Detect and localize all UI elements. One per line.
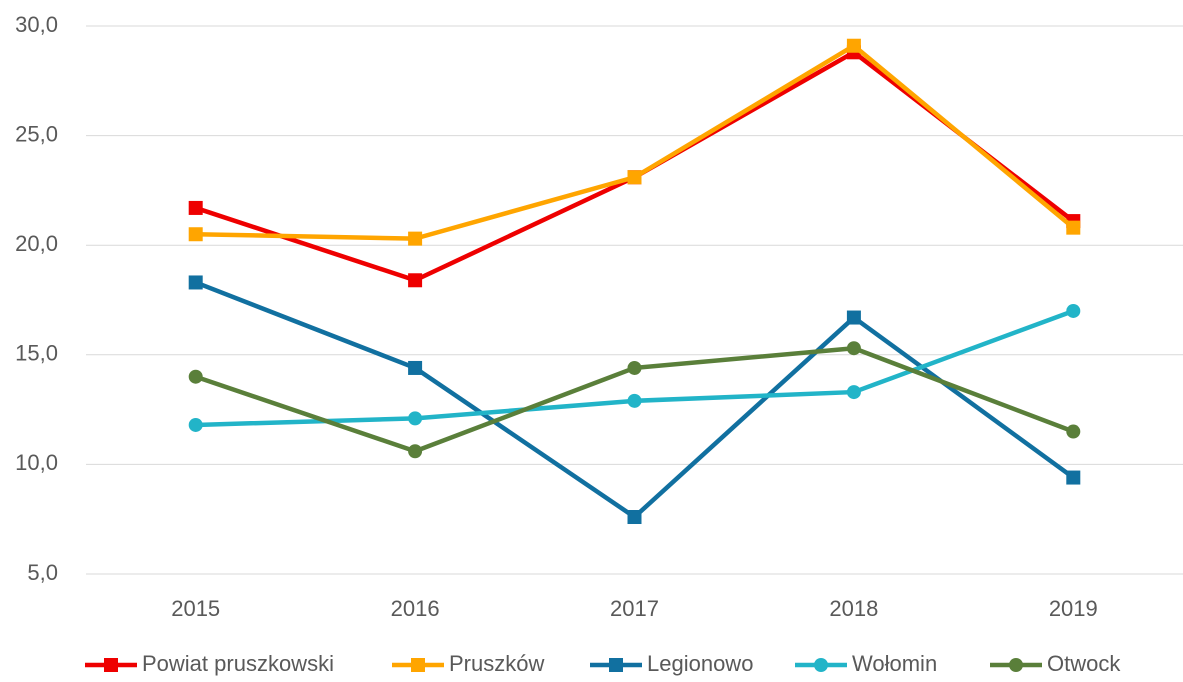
point-marker (408, 444, 423, 459)
legend-label: Powiat pruszkowski (142, 651, 334, 676)
legend-label: Pruszków (449, 651, 544, 676)
point-marker (188, 369, 203, 384)
legend-marker (411, 658, 425, 672)
point-marker (1066, 470, 1081, 485)
point-marker (1066, 303, 1081, 318)
point-marker (846, 38, 861, 53)
x-tick-label: 2019 (1049, 596, 1098, 621)
point-marker (627, 170, 642, 185)
point-marker (627, 360, 642, 375)
point-marker (188, 227, 203, 242)
point-marker (188, 200, 203, 215)
point-marker (1066, 220, 1081, 235)
legend-label: Wołomin (852, 651, 937, 676)
legend-label: Legionowo (647, 651, 753, 676)
legend-label: Otwock (1047, 651, 1121, 676)
x-tick-label: 2017 (610, 596, 659, 621)
y-tick-label: 15,0 (15, 341, 58, 366)
y-tick-label: 5,0 (27, 560, 58, 585)
legend-marker (609, 658, 623, 672)
point-marker (188, 275, 203, 290)
point-marker (188, 417, 203, 432)
x-tick-label: 2015 (171, 596, 220, 621)
point-marker (408, 273, 423, 288)
y-tick-label: 30,0 (15, 12, 58, 37)
point-marker (408, 231, 423, 246)
point-marker (627, 393, 642, 408)
legend-marker (104, 658, 118, 672)
series-line (194, 50, 1075, 283)
legend-marker (814, 658, 828, 672)
point-marker (1066, 424, 1081, 439)
point-marker (408, 411, 423, 426)
legend-marker (1009, 658, 1023, 672)
point-marker (846, 310, 861, 325)
y-tick-label: 25,0 (15, 121, 58, 146)
point-marker (846, 385, 861, 400)
x-tick-label: 2018 (829, 596, 878, 621)
x-tick-label: 2016 (391, 596, 440, 621)
point-marker (627, 510, 642, 525)
point-marker (846, 341, 861, 356)
y-tick-label: 10,0 (15, 450, 58, 475)
point-marker (408, 360, 423, 375)
series-line (195, 43, 1075, 241)
y-tick-label: 20,0 (15, 231, 58, 256)
